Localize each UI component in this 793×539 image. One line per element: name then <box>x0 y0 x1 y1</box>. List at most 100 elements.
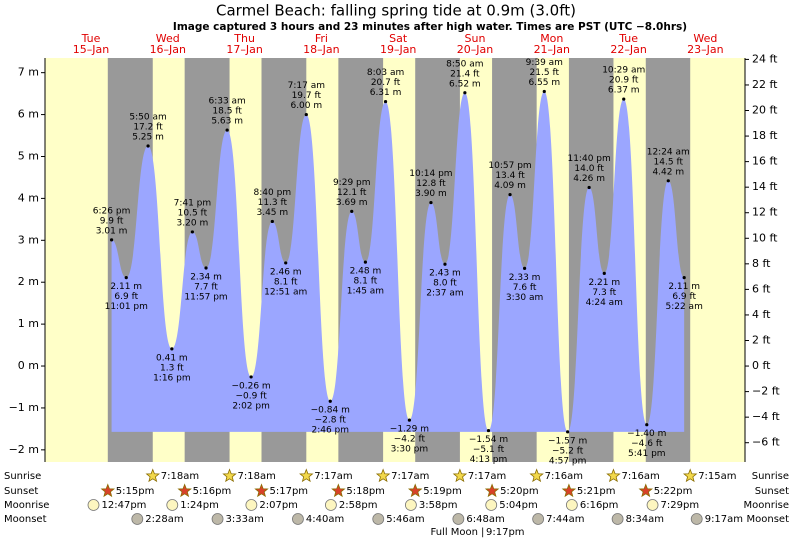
tide-point <box>443 262 447 266</box>
tide-label: 8:40 pm <box>254 188 292 198</box>
tide-label: 5:22 am <box>665 302 702 312</box>
day-date: 23–Jan <box>687 43 723 56</box>
moonset-icon <box>211 513 224 525</box>
sun-icon <box>100 483 116 498</box>
moonrise-icon <box>565 499 578 511</box>
tide-label: 8.1 ft <box>354 277 378 287</box>
moonset-icon <box>611 513 624 525</box>
sunset-time: 5:17pm <box>270 486 309 497</box>
tide-label: 6.37 m <box>608 86 640 96</box>
day-of-week: Sun <box>465 32 486 45</box>
tide-point <box>407 418 411 422</box>
tide-point <box>486 428 491 433</box>
tide-label: 14.5 ft <box>654 157 684 167</box>
sunset-time: 5:22pm <box>654 486 693 497</box>
tide-label: 11.3 ft <box>258 198 288 208</box>
sunrise-time: 7:17am <box>391 471 429 482</box>
tide-label: 20.7 ft <box>371 78 401 88</box>
tide-label: 4.09 m <box>494 181 526 191</box>
moonrise-time: 1:24pm <box>180 500 219 511</box>
sunrise-time: 7:16am <box>545 471 583 482</box>
moonset-time: 4:40am <box>306 514 344 525</box>
moonset-time: 6:48am <box>466 514 504 525</box>
full-moon-sep: | <box>481 527 484 538</box>
tide-label: 8:50 am <box>446 59 483 69</box>
row-label: Moonrise <box>4 500 49 511</box>
y-tick-label: −1 m <box>9 401 39 414</box>
tide-label: 4:13 pm <box>470 455 508 465</box>
tide-label: 2.48 m <box>350 267 382 277</box>
sun-icon <box>606 468 621 483</box>
tide-label: 2.43 m <box>429 269 461 279</box>
sunset-time: 5:20pm <box>500 486 539 497</box>
tide-point <box>622 97 626 101</box>
tide-label: 20.9 ft <box>609 76 639 86</box>
tide-label: −0.9 ft <box>235 391 267 401</box>
sun-icon <box>484 483 500 498</box>
y2-tick-label: 2 ft <box>752 333 771 346</box>
tide-label: 4.26 m <box>573 174 605 184</box>
day-of-week: Sat <box>389 32 408 45</box>
moonrise-icon <box>324 499 337 511</box>
moonrise-time: 2:58pm <box>339 500 378 511</box>
day-of-week: Wed <box>693 32 717 45</box>
tide-label: 17.2 ft <box>133 123 163 133</box>
tide-point <box>328 399 332 403</box>
tide-point <box>270 219 274 224</box>
sun-icon <box>145 468 160 483</box>
sun-icon <box>407 483 423 498</box>
moonrise-time: 7:29pm <box>661 500 700 511</box>
y2-tick-label: 14 ft <box>752 180 778 193</box>
moonrise-icon <box>646 499 659 511</box>
tide-label: 7:17 am <box>288 81 325 91</box>
tide-point <box>109 238 114 242</box>
tide-label: 3.90 m <box>415 189 447 199</box>
moonset-time: 7:44am <box>546 514 584 525</box>
tide-label: −4.2 ft <box>394 435 426 445</box>
tide-point <box>383 99 388 104</box>
tide-label: 3.20 m <box>177 218 209 228</box>
tide-label: 11:40 pm <box>567 154 610 164</box>
moonrise-time: 2:07pm <box>259 500 298 511</box>
tide-label: 6.00 m <box>290 101 322 111</box>
moonrise-time: 6:16pm <box>580 500 619 511</box>
moonrise-icon <box>404 499 417 511</box>
tide-label: 11:01 pm <box>105 302 148 312</box>
sunrise-time: 7:15am <box>698 471 736 482</box>
y-tick-label: −2 m <box>9 443 39 456</box>
moonrise-icon <box>87 499 100 511</box>
y2-tick-label: −2 ft <box>752 385 780 398</box>
sun-icon <box>561 483 577 498</box>
tide-label: −4.6 ft <box>631 439 663 449</box>
tide-label: −0.84 m <box>311 406 350 416</box>
moonset-icon <box>452 513 465 525</box>
y-tick-label: 4 m <box>18 191 39 204</box>
row-label: Sunrise <box>752 471 789 482</box>
tide-label: 3.01 m <box>96 226 128 236</box>
day-of-week: Mon <box>540 32 563 45</box>
tide-point <box>463 91 467 95</box>
tide-point <box>204 266 208 270</box>
y2-tick-label: 16 ft <box>752 155 778 168</box>
moonset-icon <box>131 513 144 525</box>
tide-label: −5.2 ft <box>552 446 584 456</box>
sun-icon <box>638 483 654 498</box>
tide-label: −2.8 ft <box>315 416 347 426</box>
tide-point <box>682 276 686 280</box>
sun-icon <box>529 468 544 483</box>
y-tick-label: 0 m <box>18 359 39 372</box>
tide-label: 2:02 pm <box>232 401 270 411</box>
tide-label: 3:30 pm <box>391 445 429 455</box>
y2-tick-label: 0 ft <box>752 359 771 372</box>
tide-label: 9:39 am <box>526 58 563 68</box>
tide-point <box>542 89 546 94</box>
y2-tick-label: 4 ft <box>752 308 771 321</box>
tide-label: 5:41 pm <box>628 449 666 459</box>
tide-label: 7.6 ft <box>513 283 537 293</box>
row-label: Moonset <box>747 514 790 525</box>
y2-tick-label: 24 ft <box>752 52 778 65</box>
sunset-time: 5:19pm <box>423 486 462 497</box>
moonset-icon <box>532 513 545 525</box>
tide-label: 7.3 ft <box>592 288 616 298</box>
